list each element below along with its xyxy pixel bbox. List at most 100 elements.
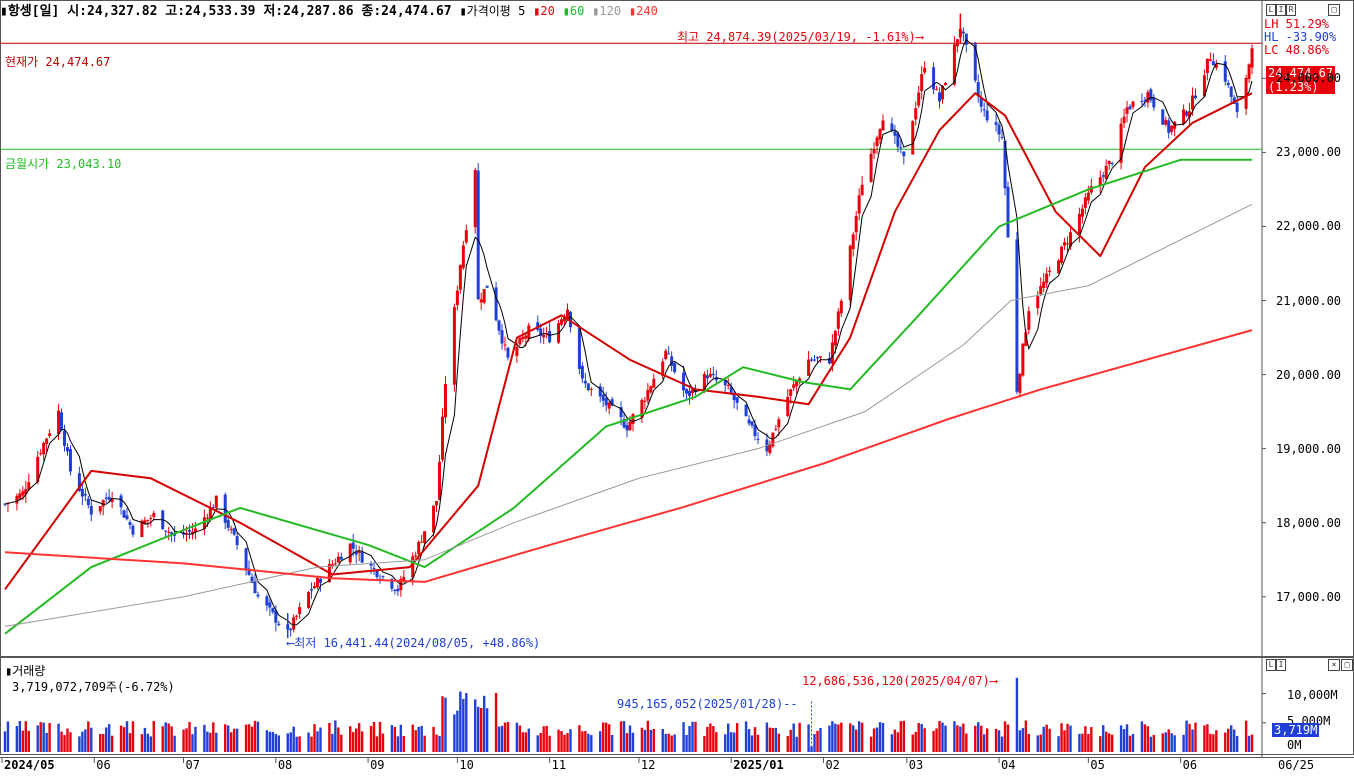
volume-bar <box>649 729 653 752</box>
candle-body <box>875 137 879 146</box>
candle-body <box>1018 374 1022 393</box>
candle-body <box>1182 109 1186 124</box>
candle-body <box>869 153 873 182</box>
volume-bar <box>747 729 751 752</box>
volume-bar <box>953 721 956 752</box>
y-tick-label: 21,000.00 <box>1276 293 1342 308</box>
scale-i-button[interactable]: I <box>1276 4 1286 16</box>
maximize-icon[interactable]: □ <box>1328 4 1340 16</box>
candle-body <box>336 556 340 563</box>
candle-body <box>714 377 718 381</box>
x-tick-label: 10 <box>459 758 474 772</box>
candle-body <box>807 359 811 376</box>
candle-body <box>628 421 632 431</box>
candle-body <box>560 319 564 325</box>
volume-bar <box>896 732 900 752</box>
scale-l-button[interactable]: L <box>1266 4 1276 16</box>
x-tick-label: 06 <box>1182 758 1198 772</box>
volume-bar <box>935 728 938 752</box>
volume-bar <box>128 733 132 752</box>
candle-body <box>15 495 19 504</box>
volume-bar <box>497 726 501 752</box>
volume-bar <box>982 734 986 752</box>
volume-bar <box>328 722 331 752</box>
volume-bar <box>581 731 584 752</box>
candle-body <box>60 412 64 431</box>
candle-body <box>458 265 462 290</box>
candle-body <box>295 615 299 617</box>
vol-scale-i-button[interactable]: I <box>1276 659 1286 671</box>
volume-bar <box>402 735 406 752</box>
volume-bar <box>980 725 983 752</box>
volume-current-tag: 3,719M <box>1272 723 1320 737</box>
y-tick-label: 22,000.00 <box>1276 219 1342 234</box>
vol-scale-l-button[interactable]: L <box>1266 659 1276 671</box>
index-name[interactable]: 항셍[일] <box>7 4 60 19</box>
candle-body <box>330 564 334 567</box>
x-tick-label: 08 <box>277 758 293 772</box>
volume-bar <box>444 697 447 752</box>
volume-bar <box>27 730 30 752</box>
candle-body <box>1098 177 1102 186</box>
volume-bar <box>959 726 962 752</box>
candle-body <box>83 494 87 496</box>
candle-body <box>1080 208 1084 217</box>
volume-bar <box>974 725 977 752</box>
candle-body <box>1167 120 1171 133</box>
volume-bar <box>691 721 694 752</box>
candle-body <box>1146 92 1150 103</box>
candle-body <box>223 494 227 523</box>
ma240-legend[interactable]: ▮240 <box>628 4 658 18</box>
candle-body <box>688 390 692 396</box>
volume-bar <box>1185 720 1188 752</box>
volume-bar <box>232 728 236 752</box>
volume-bar <box>1230 725 1233 752</box>
volume-bar <box>965 733 968 752</box>
lc-text: LC 48.86% <box>1264 43 1330 57</box>
ma60-legend[interactable]: ▮60 <box>562 4 585 18</box>
volume-bar <box>313 724 316 752</box>
candle-body <box>1244 77 1248 109</box>
indicator-label[interactable]: ▮가격이평 5 <box>459 4 526 18</box>
candle-body <box>786 397 790 417</box>
volume-bar <box>1170 733 1173 752</box>
volume-bar <box>1149 736 1153 752</box>
vol-close-icon[interactable]: × <box>1328 659 1340 671</box>
candle-body <box>351 542 355 549</box>
candle-body <box>702 374 706 392</box>
candle-body <box>473 169 477 228</box>
candle-body <box>360 552 364 563</box>
volume-bar <box>1110 734 1114 752</box>
candle-body <box>1077 214 1081 235</box>
scale-r-button[interactable]: R <box>1286 4 1296 16</box>
candle-body <box>313 586 317 589</box>
volume-bar <box>209 732 212 752</box>
vol-maximize-icon[interactable]: □ <box>1341 659 1353 671</box>
volume-bar <box>1018 730 1022 752</box>
candle-body <box>1193 95 1197 99</box>
candle-body <box>235 536 239 546</box>
candle-body <box>952 44 956 85</box>
volume-bar <box>1087 734 1090 752</box>
volume-bar <box>962 723 965 752</box>
volume-bar <box>381 733 385 752</box>
candle-body <box>598 386 602 397</box>
candle-body <box>333 563 337 565</box>
candle-body <box>816 357 820 359</box>
volume-bar <box>474 699 477 752</box>
volume-bar <box>485 708 489 752</box>
ma120-legend[interactable]: ▮120 <box>592 4 622 18</box>
volume-bar <box>441 696 444 752</box>
volume-bar <box>1027 733 1031 752</box>
candle-body <box>1235 102 1239 112</box>
volume-bar <box>357 723 361 752</box>
candle-body <box>818 356 822 358</box>
ma20-legend[interactable]: ▮20 <box>533 4 555 18</box>
x-tick-label: 2025/01 <box>733 758 784 772</box>
candle-body <box>39 453 43 455</box>
volume-max-annotation: 12,686,536,120(2025/04/07)⟶ <box>802 674 998 688</box>
candle-body <box>943 82 947 86</box>
candle-body <box>982 109 986 111</box>
candle-body <box>500 330 504 344</box>
